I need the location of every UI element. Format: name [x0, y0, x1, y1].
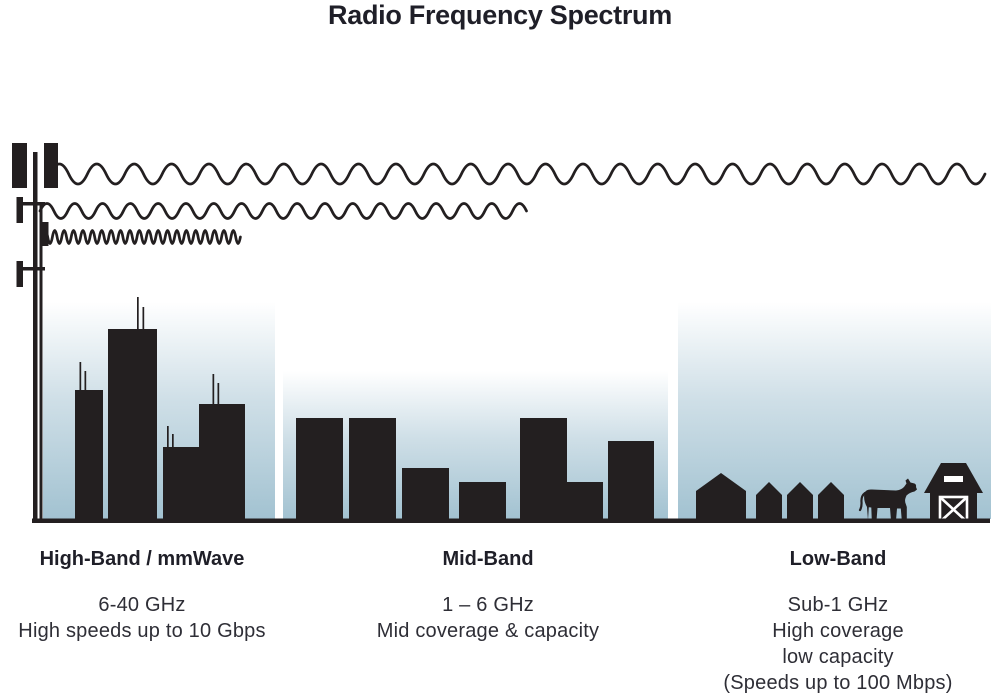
low-band-frequency: Sub-1 GHz — [787, 594, 889, 616]
farm-houses — [696, 473, 844, 521]
ground-line — [32, 518, 990, 523]
high-band-label: High-Band / mmWave 6-40 GHz High speeds … — [2, 547, 282, 644]
high-band-skyline — [75, 297, 245, 521]
medium-wavelength-wave — [38, 202, 528, 220]
mid-band-heading: Mid-Band — [442, 548, 534, 570]
low-band-label: Low-Band Sub-1 GHz High coverage low cap… — [698, 547, 978, 696]
page-title: Radio Frequency Spectrum — [328, 0, 672, 30]
short-wavelength-wave — [41, 229, 242, 245]
low-band-description-1: High coverage — [772, 620, 904, 642]
long-wavelength-wave — [48, 162, 987, 186]
cow-icon — [858, 478, 917, 521]
cell-tower-icon — [12, 143, 58, 521]
low-band-heading: Low-Band — [789, 548, 887, 570]
mid-band-label: Mid-Band 1 – 6 GHz Mid coverage & capaci… — [348, 547, 628, 644]
high-band-heading: High-Band / mmWave — [39, 548, 245, 570]
mid-band-frequency: 1 – 6 GHz — [442, 594, 534, 616]
mid-band-description: Mid coverage & capacity — [376, 620, 600, 642]
low-band-description-3: (Speeds up to 100 Mbps) — [723, 672, 953, 694]
low-band-description-2: low capacity — [782, 646, 894, 668]
high-band-frequency: 6-40 GHz — [98, 594, 186, 616]
high-band-description: High speeds up to 10 Gbps — [18, 620, 266, 642]
mid-band-skyline — [296, 418, 654, 521]
